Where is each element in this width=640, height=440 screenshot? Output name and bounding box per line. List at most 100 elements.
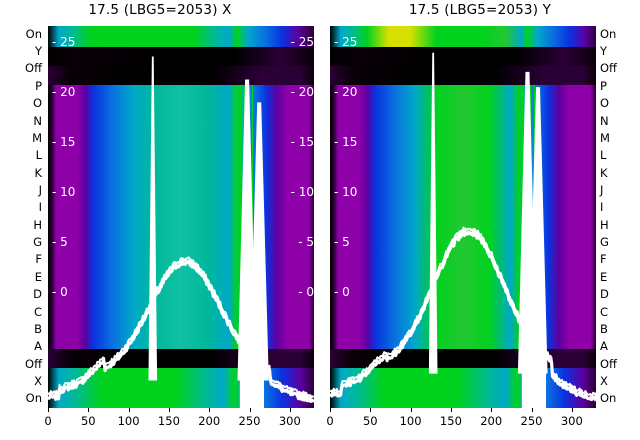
y-inner-tick-right-mirror-15: - 15 bbox=[610, 135, 634, 150]
y-inner-tick-left-5: - 5 bbox=[52, 235, 68, 250]
x-tick-label-right-0: 0 bbox=[326, 414, 334, 428]
y-inner-tick-right-25: - 25 bbox=[334, 35, 358, 50]
y-inner-tick-right-5: - 5 bbox=[334, 235, 350, 250]
x-tick-mark-left-50 bbox=[88, 408, 90, 412]
y-category-right-10: I bbox=[600, 200, 604, 215]
panel-title-x: 17.5 (LBG5=2053) X bbox=[88, 2, 232, 18]
y-category-right-8: K bbox=[600, 165, 608, 180]
y-category-labels-right: On Y Off P O N M L K J I H G F E D C B A Off X On bbox=[598, 0, 640, 440]
y-category-left-13: F bbox=[35, 252, 42, 267]
y-category-right-16: C bbox=[600, 304, 609, 319]
y-category-right-5: N bbox=[600, 113, 609, 128]
heatmap-stripe-0-2 bbox=[244, 85, 246, 349]
x-tick-label-right-100: 100 bbox=[399, 414, 422, 428]
y-category-left-18: A bbox=[34, 339, 42, 354]
y-category-left-5: N bbox=[33, 113, 42, 128]
heatmap-stripe-0-0 bbox=[235, 85, 237, 349]
heatmap-band-1-5 bbox=[330, 367, 596, 408]
y-inner-tick-right-20: - 20 bbox=[334, 85, 358, 100]
y-category-right-9: J bbox=[600, 182, 604, 197]
y-category-right-13: F bbox=[600, 252, 607, 267]
y-category-right-2: Off bbox=[600, 61, 617, 76]
x-tick-label-left-250: 250 bbox=[238, 414, 261, 428]
x-tick-mark-left-250 bbox=[249, 408, 251, 412]
y-category-left-21: On bbox=[25, 391, 42, 406]
y-inner-tick-left-10: - 10 bbox=[52, 185, 76, 200]
x-tick-label-right-50: 50 bbox=[362, 414, 378, 428]
y-category-left-14: E bbox=[34, 269, 42, 284]
y-category-left-10: I bbox=[38, 200, 42, 215]
heatmap-y[interactable] bbox=[330, 26, 596, 408]
x-tick-label-left-100: 100 bbox=[117, 414, 140, 428]
heatmap-band-0-0 bbox=[48, 26, 314, 47]
x-tick-label-left-200: 200 bbox=[198, 414, 221, 428]
heatmap-stripe-1-3 bbox=[530, 85, 532, 349]
y-inner-tick-left-mirror-10: - 10 bbox=[290, 185, 314, 200]
heatmap-band-0-5 bbox=[48, 367, 314, 408]
y-inner-tick-left-mirror-25: - 25 bbox=[290, 35, 314, 50]
heatmap-band-1-2 bbox=[330, 66, 596, 86]
x-tick-mark-left-0 bbox=[48, 408, 49, 412]
y-category-right-1: Y bbox=[600, 44, 608, 59]
panel-title-y: 17.5 (LBG5=2053) Y bbox=[408, 2, 552, 18]
y-category-left-12: G bbox=[33, 235, 42, 250]
x-tick-mark-right-100 bbox=[410, 408, 412, 412]
x-tick-mark-left-300 bbox=[289, 408, 291, 412]
y-inner-tick-right-10: - 10 bbox=[334, 185, 358, 200]
x-tick-label-left-300: 300 bbox=[278, 414, 301, 428]
panel-y: 17.5 (LBG5=2053) Y - 25 - 25 - 20 - 20 - 15 -… bbox=[320, 0, 640, 440]
y-category-left-3: P bbox=[35, 78, 42, 93]
y-inner-tick-left-0: - 0 bbox=[52, 285, 68, 300]
y-category-left-8: K bbox=[34, 165, 42, 180]
x-tick-mark-right-200 bbox=[491, 408, 493, 412]
x-axis-x: 0 50 100 150 200 250 300 bbox=[44, 408, 314, 438]
x-tick-label-left-50: 50 bbox=[80, 414, 96, 428]
y-category-left-9: J bbox=[38, 182, 42, 197]
y-category-left-6: M bbox=[32, 130, 42, 145]
y-category-right-17: B bbox=[600, 321, 608, 336]
y-inner-tick-right-15: - 15 bbox=[334, 135, 358, 150]
y-category-labels-left: On Y Off P O N M L K J I H G F E D C B A Off X On bbox=[0, 0, 44, 440]
y-inner-tick-right-0: - 0 bbox=[334, 285, 350, 300]
x-axis-y: 0 50 100 150 200 250 300 bbox=[326, 408, 596, 438]
y-category-right-3: P bbox=[600, 78, 607, 93]
y-category-right-20: X bbox=[600, 373, 608, 388]
y-inner-tick-left-20: - 20 bbox=[52, 85, 76, 100]
y-category-right-15: D bbox=[600, 287, 609, 302]
y-category-right-19: Off bbox=[600, 356, 617, 371]
x-tick-label-right-250: 250 bbox=[520, 414, 543, 428]
x-tick-label-right-200: 200 bbox=[480, 414, 503, 428]
x-tick-label-left-0: 0 bbox=[44, 414, 52, 428]
heatmap-band-0-2 bbox=[48, 66, 314, 86]
heatmap-band-1-0 bbox=[330, 26, 596, 47]
y-inner-tick-left-mirror-15: - 15 bbox=[290, 135, 314, 150]
heatmap-stripe-0-4 bbox=[251, 85, 254, 349]
y-category-right-14: E bbox=[600, 269, 608, 284]
x-tick-mark-right-250 bbox=[531, 408, 533, 412]
y-category-left-2: Off bbox=[25, 61, 42, 76]
y-category-right-0: On bbox=[600, 26, 617, 41]
y-category-left-20: X bbox=[34, 373, 42, 388]
y-category-right-18: A bbox=[600, 339, 608, 354]
y-category-right-12: G bbox=[600, 235, 609, 250]
heatmap-band-1-4 bbox=[330, 348, 596, 368]
heatmap-band-0-1 bbox=[48, 47, 314, 67]
y-inner-tick-left-mirror-0: - 0 bbox=[298, 285, 314, 300]
heatmap-x[interactable] bbox=[48, 26, 314, 408]
y-inner-tick-right-mirror-5: - 5 bbox=[618, 235, 634, 250]
y-inner-tick-left-mirror-20: - 20 bbox=[290, 85, 314, 100]
heatmap-stripe-1-1 bbox=[522, 85, 524, 349]
x-tick-label-right-300: 300 bbox=[560, 414, 583, 428]
heatmap-band-1-1 bbox=[330, 47, 596, 67]
y-category-right-6: M bbox=[600, 130, 610, 145]
x-tick-label-right-150: 150 bbox=[439, 414, 462, 428]
heatmap-band-0-3 bbox=[48, 85, 314, 349]
x-tick-mark-right-0 bbox=[330, 408, 331, 412]
y-inner-tick-left-15: - 15 bbox=[52, 135, 76, 150]
y-inner-tick-right-mirror-10: - 10 bbox=[610, 185, 634, 200]
y-category-right-21: On bbox=[600, 391, 617, 406]
x-tick-label-left-150: 150 bbox=[157, 414, 180, 428]
y-category-left-0: On bbox=[25, 26, 42, 41]
y-inner-tick-left-mirror-5: - 5 bbox=[298, 235, 314, 250]
